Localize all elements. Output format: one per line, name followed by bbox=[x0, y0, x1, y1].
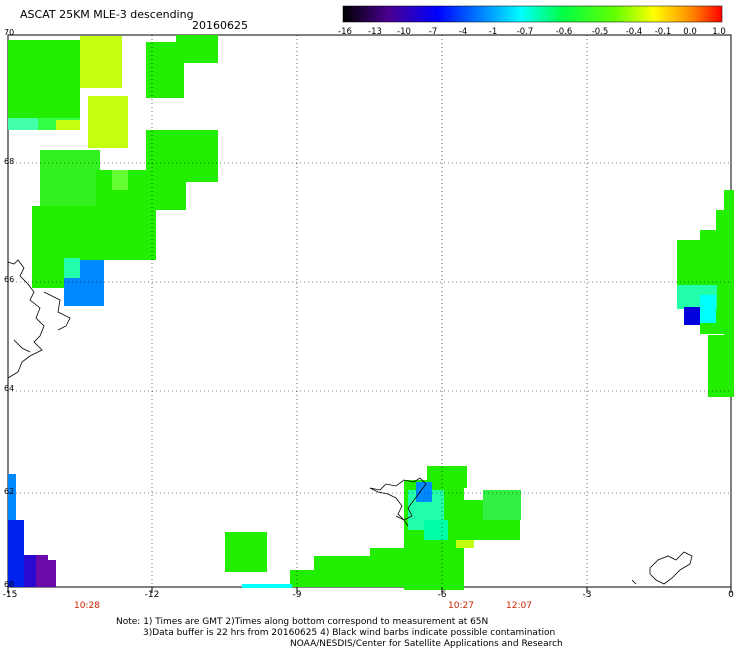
colorbar-tick: -4 bbox=[458, 27, 468, 37]
colorbar-tick: -16 bbox=[338, 27, 352, 37]
time-label: 10:27 bbox=[448, 601, 474, 611]
colorbar bbox=[342, 5, 723, 23]
lon-label: -3 bbox=[582, 590, 592, 600]
lon-label: 0 bbox=[728, 590, 734, 600]
note-line-2: 3)Data buffer is 22 hrs from 20160625 4)… bbox=[143, 628, 556, 638]
colorbar-tick: -1 bbox=[488, 27, 498, 37]
note-line-3: NOAA/NESDIS/Center for Satellite Applica… bbox=[290, 639, 563, 649]
time-label: 12:07 bbox=[506, 601, 532, 611]
axis-ticks bbox=[7, 587, 732, 593]
colorbar-tick: -10 bbox=[397, 27, 411, 37]
colorbar-tick: -0.7 bbox=[516, 27, 534, 37]
colorbar-tick: 1.0 bbox=[712, 27, 726, 37]
wind-cells bbox=[8, 35, 734, 590]
lat-label: 62 bbox=[4, 487, 15, 496]
coastlines bbox=[7, 259, 693, 585]
lat-label: 70 bbox=[4, 28, 15, 37]
gridlines bbox=[8, 35, 731, 587]
plot-frame bbox=[7, 34, 732, 588]
lon-label: -6 bbox=[437, 590, 447, 600]
time-label: 10:28 bbox=[74, 601, 100, 611]
note-line-1: Note: 1) Times are GMT 2)Times along bot… bbox=[116, 617, 489, 627]
colorbar-tick: -0.6 bbox=[555, 27, 573, 37]
colorbar-tick: -0.1 bbox=[654, 27, 672, 37]
colorbar-tick: -0.5 bbox=[591, 27, 609, 37]
lon-label: -9 bbox=[292, 590, 302, 600]
colorbar-tick: 0.0 bbox=[683, 27, 697, 37]
colorbar-tick: -0.4 bbox=[625, 27, 643, 37]
map-title: ASCAT 25KM MLE-3 descending bbox=[20, 8, 194, 21]
lon-label: -15 bbox=[2, 590, 18, 600]
colorbar-tick: -13 bbox=[368, 27, 382, 37]
lat-label: 60 bbox=[4, 580, 15, 589]
colorbar-tick: -7 bbox=[428, 27, 438, 37]
lat-label: 68 bbox=[4, 157, 15, 166]
lat-label: 64 bbox=[4, 384, 15, 393]
lat-label: 66 bbox=[4, 275, 15, 284]
lon-label: -12 bbox=[144, 590, 160, 600]
map-date: 20160625 bbox=[192, 19, 248, 32]
